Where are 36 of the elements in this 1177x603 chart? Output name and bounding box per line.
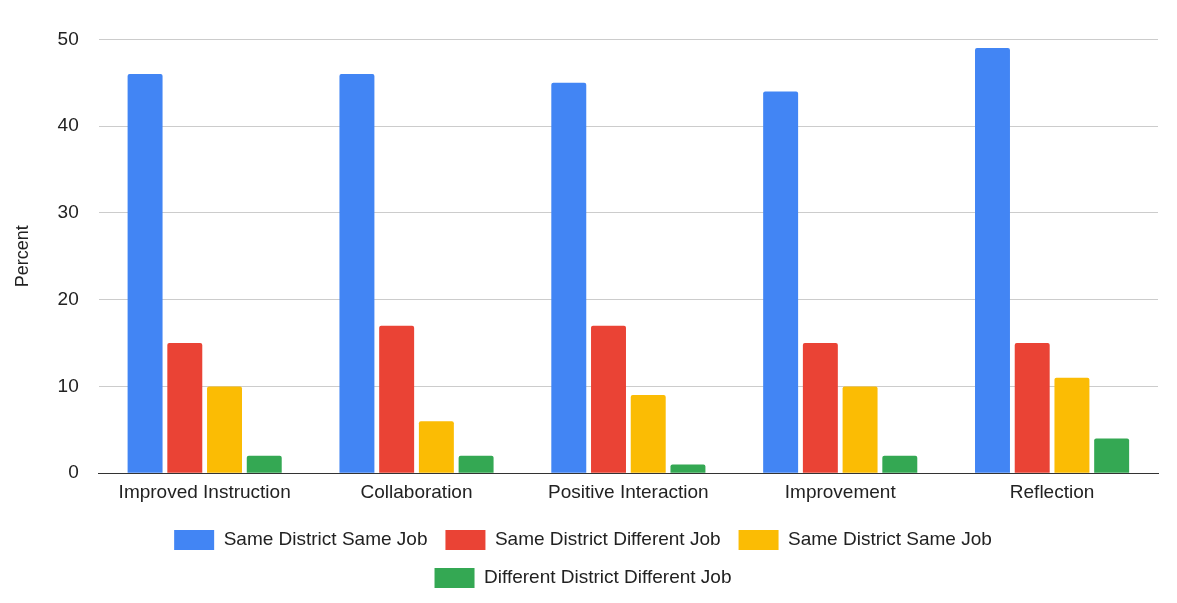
bar xyxy=(591,325,626,473)
y-tick-label: 20 xyxy=(57,287,79,309)
bar xyxy=(127,74,163,473)
bar xyxy=(802,343,838,473)
x-tick-label: Improvement xyxy=(784,480,897,502)
legend-label: Same District Same Job xyxy=(788,528,992,550)
bar xyxy=(379,325,415,473)
bar xyxy=(670,464,706,473)
bar xyxy=(975,48,1010,473)
bar xyxy=(1054,377,1090,473)
bar xyxy=(246,455,282,473)
legend-label: Same District Different Job xyxy=(494,528,721,550)
bar xyxy=(167,343,203,473)
x-tick-label: Reflection xyxy=(1009,480,1095,502)
y-tick-label: 10 xyxy=(57,374,79,396)
bar xyxy=(551,82,587,473)
x-tick-label: Collaboration xyxy=(360,480,473,502)
y-tick-label: 30 xyxy=(57,201,79,223)
bar xyxy=(339,74,375,473)
bar xyxy=(418,421,454,473)
x-tick-label: Positive Interaction xyxy=(548,480,709,502)
bar xyxy=(1014,343,1050,473)
y-tick-label: 0 xyxy=(68,461,79,483)
bar xyxy=(630,395,666,473)
bar xyxy=(1094,438,1130,473)
y-axis-title: Percent xyxy=(11,225,32,288)
bar xyxy=(842,386,878,473)
bar xyxy=(882,455,918,473)
bar xyxy=(458,455,494,473)
legend-label: Same District Same Job xyxy=(223,528,428,550)
bar xyxy=(763,91,799,473)
bar xyxy=(207,386,242,473)
y-tick-label: 40 xyxy=(57,114,79,136)
y-tick-label: 50 xyxy=(57,27,79,49)
x-tick-label: Improved Instruction xyxy=(118,480,291,502)
legend-label: Different District Different Job xyxy=(484,566,732,588)
